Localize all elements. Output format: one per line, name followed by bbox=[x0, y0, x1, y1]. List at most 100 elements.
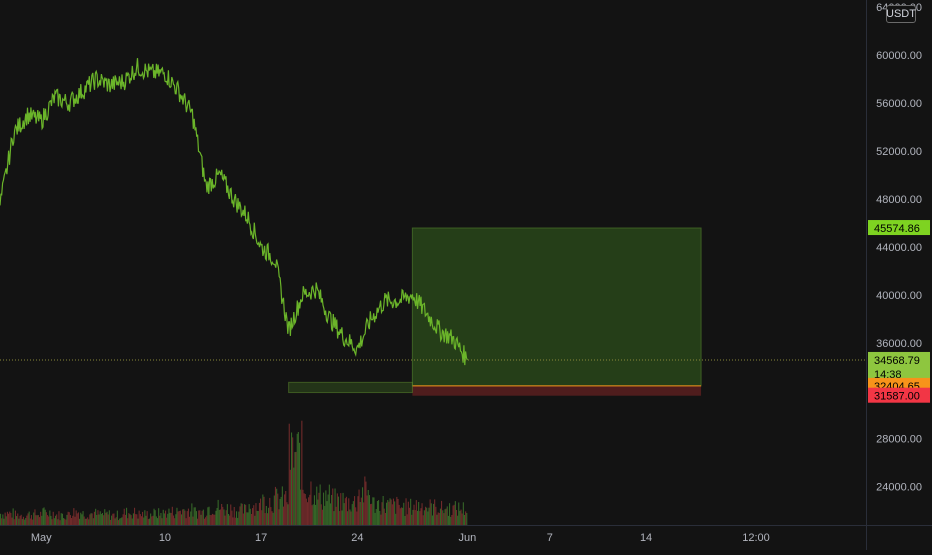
volume-bar bbox=[50, 515, 52, 525]
volume-bar bbox=[34, 509, 36, 525]
volume-bar bbox=[286, 502, 288, 525]
volume-bar bbox=[107, 514, 109, 525]
volume-bar bbox=[392, 498, 394, 525]
volume-bar bbox=[228, 514, 230, 525]
volume-bar bbox=[14, 510, 16, 525]
volume-bar bbox=[211, 513, 213, 525]
x-tick-label: 14 bbox=[640, 532, 652, 544]
volume-bar bbox=[323, 492, 325, 525]
volume-bar bbox=[119, 518, 121, 525]
volume-bar bbox=[386, 502, 388, 525]
volume-bar bbox=[376, 501, 378, 525]
volume-bar bbox=[357, 496, 359, 525]
volume-bar bbox=[68, 512, 70, 525]
volume-bar bbox=[181, 514, 183, 525]
volume-bar bbox=[381, 502, 383, 525]
volume-bar bbox=[158, 508, 160, 525]
volume-bar bbox=[359, 502, 361, 525]
volume-bar bbox=[435, 506, 437, 525]
volume-bar bbox=[443, 513, 445, 525]
volume-bar bbox=[371, 503, 373, 525]
volume-bar bbox=[423, 510, 425, 525]
volume-bar bbox=[414, 510, 416, 525]
volume-bar bbox=[453, 504, 455, 525]
volume-bar bbox=[98, 514, 100, 525]
volume-bar bbox=[129, 514, 131, 525]
volume-bar bbox=[176, 507, 178, 525]
volume-bar bbox=[396, 496, 398, 525]
volume-bar bbox=[311, 505, 313, 525]
volume-bar bbox=[236, 511, 238, 525]
volume-bar bbox=[115, 517, 117, 525]
volume-bar bbox=[458, 502, 460, 525]
volume-bar bbox=[93, 511, 95, 525]
volume-bar bbox=[16, 516, 18, 525]
volume-bar bbox=[425, 506, 427, 525]
volume-bar bbox=[9, 511, 11, 525]
volume-bar bbox=[51, 519, 53, 525]
volume-bar bbox=[412, 509, 414, 525]
volume-bar bbox=[40, 511, 42, 525]
volume-bar bbox=[313, 495, 315, 525]
volume-bar bbox=[148, 518, 150, 525]
volume-bar bbox=[61, 513, 63, 525]
volume-bar bbox=[406, 514, 408, 525]
volume-bar bbox=[250, 514, 252, 525]
volume-bar bbox=[73, 508, 75, 525]
volume-bar bbox=[417, 510, 419, 525]
volume-bar bbox=[217, 499, 219, 525]
volume-bar bbox=[127, 518, 129, 525]
volume-bar bbox=[208, 506, 210, 525]
volume-bar bbox=[319, 484, 321, 525]
x-tick-label: 24 bbox=[351, 532, 363, 544]
volume-bar bbox=[183, 509, 185, 525]
volume-bar bbox=[2, 514, 4, 525]
volume-bar bbox=[379, 511, 381, 525]
volume-bar bbox=[182, 509, 184, 525]
volume-bar bbox=[266, 513, 268, 525]
volume-bar bbox=[310, 481, 312, 525]
volume-bar bbox=[394, 501, 396, 525]
volume-bar bbox=[60, 513, 62, 525]
volume-bar bbox=[462, 502, 464, 525]
volume-bar bbox=[284, 494, 286, 525]
volume-bar bbox=[90, 513, 92, 525]
volume-bar bbox=[108, 510, 110, 525]
currency-button[interactable]: USDT bbox=[886, 5, 916, 23]
volume-bar bbox=[325, 490, 327, 525]
volume-bar bbox=[173, 515, 175, 525]
y-tick-label: 24000.00 bbox=[876, 482, 922, 494]
volume-bar bbox=[72, 515, 74, 525]
volume-bar bbox=[4, 512, 6, 525]
volume-bar bbox=[100, 514, 102, 525]
volume-bar bbox=[307, 502, 309, 525]
volume-bar bbox=[444, 509, 446, 525]
volume-bar bbox=[201, 510, 203, 525]
volume-bar bbox=[237, 517, 239, 525]
volume-bar bbox=[309, 494, 311, 525]
volume-bar bbox=[445, 508, 447, 525]
volume-bar bbox=[391, 504, 393, 525]
volume-bar bbox=[162, 509, 164, 525]
volume-bar bbox=[19, 515, 21, 525]
volume-bar bbox=[209, 515, 211, 525]
volume-bar bbox=[218, 509, 220, 525]
volume-bar bbox=[421, 503, 423, 525]
target-price-label: 45574.86 bbox=[874, 223, 920, 235]
volume-bar bbox=[389, 498, 391, 525]
volume-bar bbox=[367, 490, 369, 525]
volume-bar bbox=[452, 505, 454, 525]
volume-bar bbox=[274, 486, 276, 525]
volume-bar bbox=[80, 512, 82, 525]
volume-bar bbox=[1, 518, 3, 525]
x-tick-label: May bbox=[31, 532, 52, 544]
volume-bar bbox=[128, 513, 130, 525]
volume-bar bbox=[184, 510, 186, 525]
volume-bar bbox=[92, 518, 94, 525]
volume-bar bbox=[447, 515, 449, 525]
volume-bar bbox=[278, 509, 280, 525]
volume-bar bbox=[410, 498, 412, 525]
volume-bar bbox=[437, 512, 439, 525]
